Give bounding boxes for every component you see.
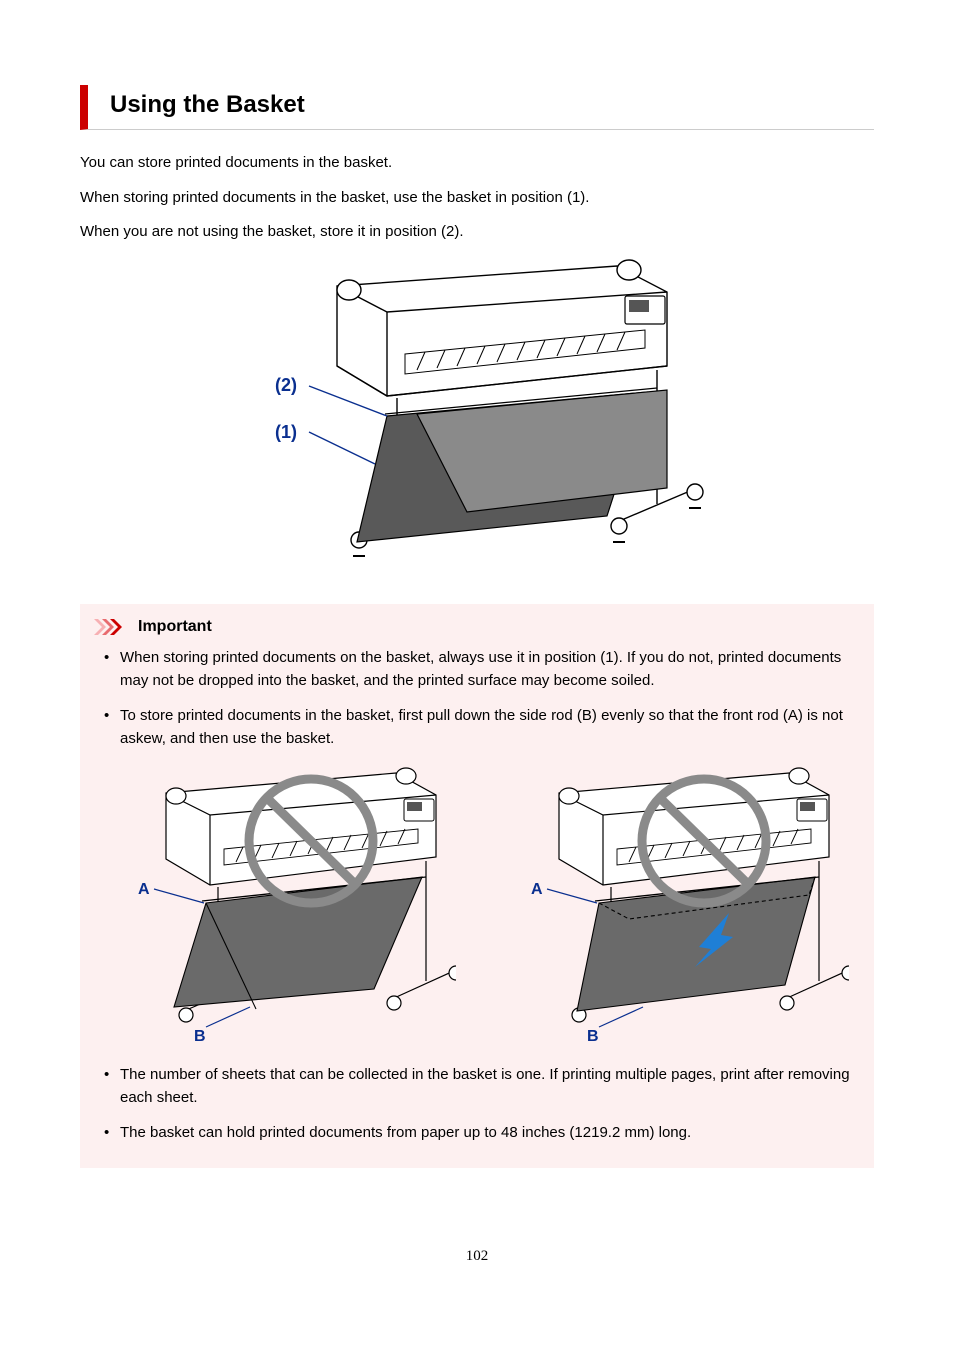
- printer-diagram-main: (2) (1): [237, 256, 717, 586]
- page-title: Using the Basket: [110, 91, 874, 119]
- printer-diagram-wrong-left: A B: [106, 763, 456, 1053]
- figure2-left-label-a: A: [138, 881, 150, 898]
- printer-diagram-wrong-right: A B: [499, 763, 849, 1053]
- important-bullet-3: The number of sheets that can be collect…: [94, 1063, 860, 1110]
- intro-paragraph-2: When storing printed documents in the ba…: [80, 187, 874, 210]
- important-header: Important: [94, 618, 860, 636]
- figure-printer-positions: (2) (1): [80, 256, 874, 586]
- important-bullet-2: To store printed documents in the basket…: [94, 704, 860, 751]
- important-bullet-4: The basket can hold printed documents fr…: [94, 1121, 860, 1144]
- important-icon: [94, 618, 130, 636]
- important-title: Important: [138, 618, 212, 636]
- figure1-label-2: (2): [275, 375, 297, 395]
- important-bullet-1: When storing printed documents on the ba…: [94, 646, 860, 693]
- page-number: 102: [80, 1248, 874, 1265]
- intro-paragraph-3: When you are not using the basket, store…: [80, 221, 874, 244]
- figure2-right-label-a: A: [531, 881, 543, 898]
- intro-paragraph-1: You can store printed documents in the b…: [80, 152, 874, 175]
- figure1-label-1: (1): [275, 422, 297, 442]
- section-heading: Using the Basket: [80, 85, 874, 130]
- important-box: Important When storing printed documents…: [80, 604, 874, 1169]
- figure2-left-label-b: B: [194, 1028, 206, 1045]
- figure-incorrect-usage-row: A B: [94, 763, 860, 1053]
- figure2-right-label-b: B: [587, 1028, 599, 1045]
